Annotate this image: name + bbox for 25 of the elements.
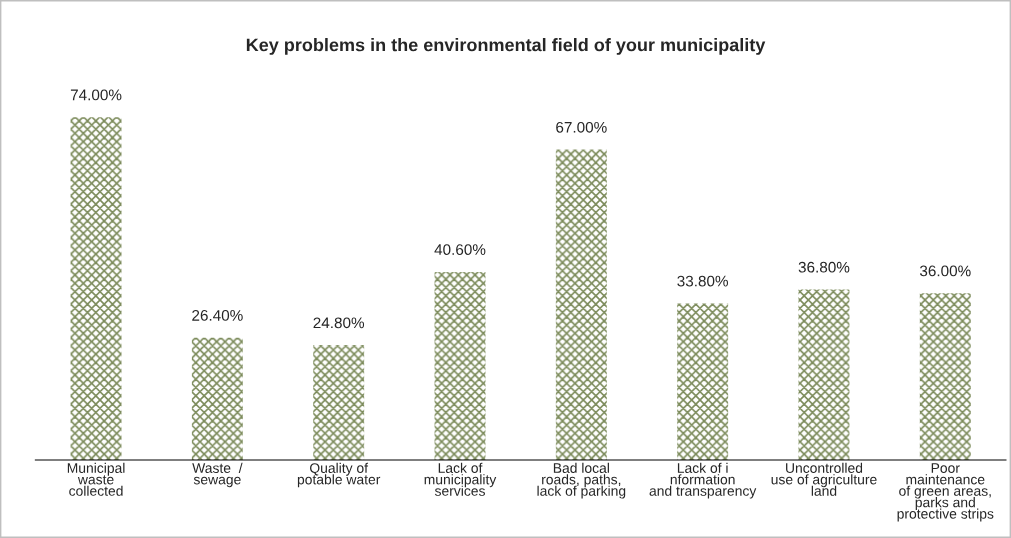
- x-tick-label: Quality of potable water: [297, 462, 381, 488]
- bar: [191, 337, 243, 460]
- data-label: 24.80%: [313, 317, 365, 329]
- bar: [677, 303, 729, 460]
- bar: [798, 289, 850, 460]
- data-label: 36.80%: [798, 261, 850, 273]
- data-label: 67.00%: [556, 121, 607, 133]
- data-label: 74.00%: [70, 89, 122, 101]
- x-tick-label: Bad local roads, paths, lack of parking: [537, 462, 626, 499]
- x-tick-label: Municipal waste collected: [67, 462, 125, 496]
- x-tick-label: Uncontrolled use of agriculture land: [771, 462, 877, 496]
- data-label: 36.00%: [919, 265, 971, 277]
- data-label: 26.40%: [192, 309, 243, 321]
- bar: [919, 293, 971, 460]
- x-tick-label: Poor maintenance of green areas, parks and protective strips: [897, 463, 994, 522]
- x-tick-label: Lack of municipality services: [424, 462, 497, 496]
- data-label: 40.60%: [434, 244, 486, 256]
- x-tick-label: Lack of i nformation and transparency: [649, 462, 757, 499]
- bar: [313, 345, 365, 460]
- x-tick-label: Waste / sewage: [192, 462, 243, 488]
- bar: [70, 117, 122, 460]
- bar: [434, 271, 486, 460]
- chart-title: Key problems in the environmental field of your municipality: [246, 38, 766, 55]
- bar: [555, 149, 607, 460]
- data-label: 33.80%: [677, 275, 729, 287]
